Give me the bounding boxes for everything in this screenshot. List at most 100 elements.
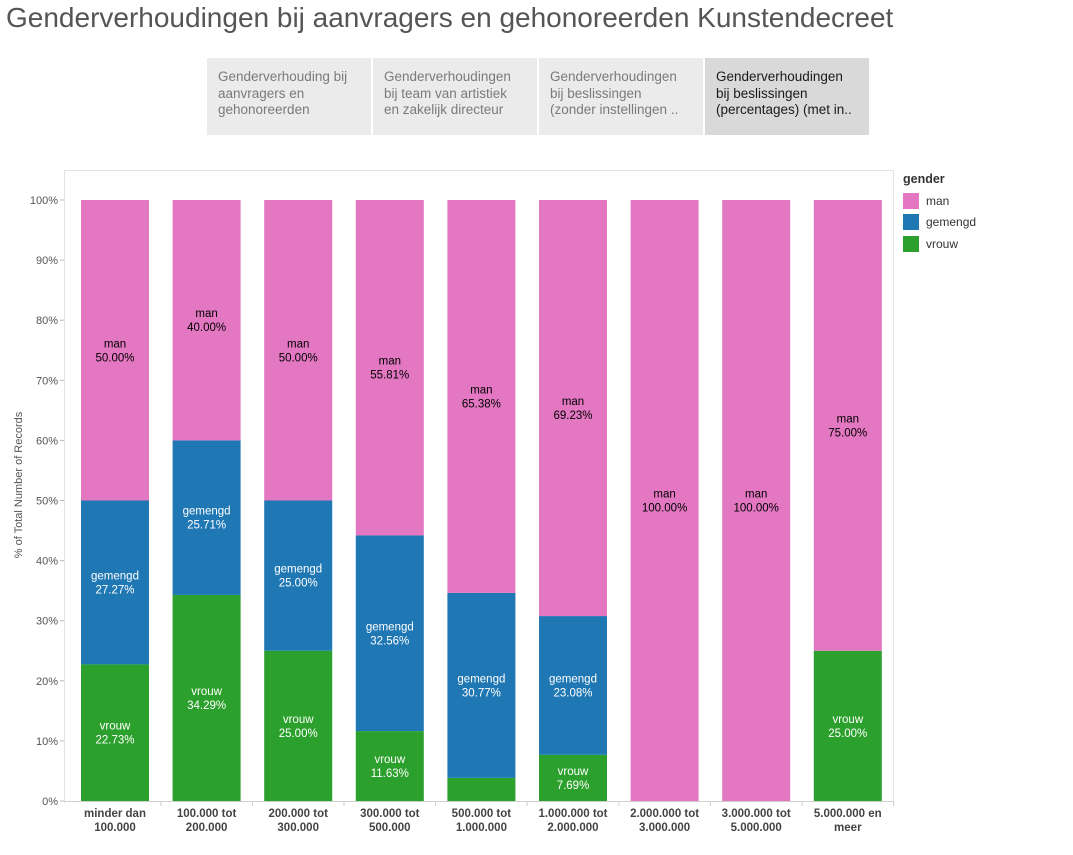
- data-label-value: 69.23%: [553, 410, 592, 422]
- data-label-series: vrouw: [558, 766, 589, 778]
- legend-title: gender: [903, 172, 945, 186]
- x-tick-label: 5.000.000 en: [814, 808, 882, 820]
- y-tick-label: 40%: [36, 556, 58, 568]
- legend-item-vrouw[interactable]: vrouw: [903, 233, 976, 255]
- y-tick-label: 10%: [36, 736, 58, 748]
- x-tick-label: 300.000: [277, 822, 319, 834]
- bar-vrouw-4: [355, 731, 424, 801]
- bar-vrouw-2: [172, 594, 241, 801]
- bar-man-9: [813, 200, 882, 651]
- legend-item-man[interactable]: man: [903, 190, 976, 212]
- data-label-series: vrouw: [191, 686, 222, 698]
- bar-gemengd-1: [81, 500, 149, 665]
- y-tick-label: 30%: [36, 616, 58, 628]
- data-label-series: gemengd: [366, 621, 414, 633]
- bar-vrouw-1: [81, 664, 149, 801]
- x-tick-label: 300.000 tot: [360, 808, 420, 820]
- y-tick-label: 20%: [36, 676, 58, 688]
- data-label-series: gemengd: [274, 564, 322, 576]
- x-tick-label: meer: [834, 822, 862, 834]
- tab-team-directeur[interactable]: Genderverhoudingen bij team van artistie…: [373, 58, 537, 135]
- data-label-value: 55.81%: [370, 370, 409, 382]
- tab-beslissingen-percentages[interactable]: Genderverhoudingen bij beslissingen (per…: [705, 58, 869, 135]
- data-label-value: 23.08%: [553, 687, 592, 699]
- bar-vrouw-5: [447, 777, 516, 801]
- data-label-series: man: [287, 338, 309, 350]
- bar-man-8: [722, 200, 791, 801]
- x-tick-label: 500.000 tot: [452, 808, 512, 820]
- bar-gemengd-6: [539, 616, 607, 755]
- y-tick-label: 90%: [36, 255, 58, 267]
- y-tick-label: 60%: [36, 435, 58, 447]
- data-label-series: vrouw: [283, 714, 314, 726]
- data-label-series: man: [379, 356, 401, 368]
- data-label-value: 65.38%: [462, 398, 501, 410]
- x-tick-label: 3.000.000 tot: [722, 808, 791, 820]
- bar-gemengd-5: [447, 592, 516, 778]
- x-tick-label: minder dan: [84, 808, 146, 820]
- data-label-series: vrouw: [832, 714, 863, 726]
- bar-man-7: [630, 200, 699, 801]
- tab-label: Genderverhoudingen bij beslissingen (zon…: [550, 69, 679, 117]
- bar-man-5: [447, 200, 516, 593]
- x-tick-label: 3.000.000: [639, 822, 690, 834]
- bar-vrouw-6: [539, 754, 607, 801]
- data-label-value: 22.73%: [95, 735, 134, 747]
- x-tick-label: 200.000 tot: [268, 808, 328, 820]
- bar-man-3: [264, 200, 333, 501]
- bar-man-4: [355, 200, 424, 536]
- y-tick-label: 80%: [36, 315, 58, 327]
- data-label-value: 11.63%: [371, 768, 409, 780]
- data-label-series: man: [837, 413, 859, 425]
- bar-gemengd-3: [264, 500, 333, 651]
- tab-label: Genderverhoudingen bij team van artistie…: [384, 69, 511, 117]
- data-label-series: man: [653, 489, 675, 501]
- x-tick-label: 2.000.000: [547, 822, 598, 834]
- legend: gender man gemengd vrouw: [903, 172, 976, 255]
- data-label-value: 7.69%: [557, 780, 590, 792]
- tab-aanvragers-gehonoreerden[interactable]: Genderverhouding bij aanvragers en gehon…: [207, 58, 371, 135]
- x-tick-label: 2.000.000 tot: [630, 808, 699, 820]
- y-axis-title: % of Total Number of Records: [13, 411, 25, 559]
- data-label-series: gemengd: [183, 506, 231, 518]
- legend-label: man: [926, 193, 950, 208]
- x-tick-label: 100.000: [94, 822, 136, 834]
- bar-gemengd-2: [172, 440, 241, 595]
- data-label-series: man: [562, 396, 584, 408]
- y-tick-label: 100%: [30, 195, 58, 207]
- data-label-value: 34.29%: [187, 700, 226, 712]
- x-tick-label: 5.000.000: [731, 822, 782, 834]
- data-label-value: 100.00%: [733, 503, 778, 515]
- x-tick-label: 500.000: [369, 822, 411, 834]
- x-tick-label: 200.000: [186, 822, 228, 834]
- data-label-value: 25.00%: [828, 728, 867, 740]
- data-label-series: man: [195, 308, 217, 320]
- legend-label: vrouw: [926, 236, 959, 251]
- tab-label: Genderverhoudingen bij beslissingen (per…: [716, 69, 852, 117]
- data-label-series: man: [470, 384, 492, 396]
- data-label-value: 32.56%: [370, 635, 409, 647]
- data-label-value: 25.71%: [187, 520, 226, 532]
- data-label-value: 25.00%: [279, 728, 318, 740]
- bar-man-6: [539, 200, 607, 617]
- data-label-series: vrouw: [100, 721, 131, 733]
- legend-label: gemengd: [926, 215, 977, 230]
- data-label-series: gemengd: [91, 570, 139, 582]
- legend-swatch-vrouw: [903, 235, 919, 252]
- legend-swatch-gemengd: [903, 214, 919, 231]
- data-label-value: 30.77%: [462, 687, 501, 699]
- data-label-series: vrouw: [374, 754, 405, 766]
- y-tick-label: 50%: [36, 496, 58, 508]
- legend-item-gemengd[interactable]: gemengd: [903, 212, 976, 234]
- x-tick-label: 1.000.000: [456, 822, 507, 834]
- tab-beslissingen-zonder-instellingen[interactable]: Genderverhoudingen bij beslissingen (zon…: [539, 58, 703, 135]
- page-title: Genderverhoudingen bij aanvragers en geh…: [6, 2, 894, 33]
- x-tick-label: 1.000.000 tot: [538, 808, 607, 820]
- data-label-value: 100.00%: [642, 503, 687, 515]
- data-label-series: gemengd: [457, 673, 505, 685]
- data-label-series: man: [745, 489, 767, 501]
- x-tick-label: 100.000 tot: [177, 808, 237, 820]
- data-label-value: 25.00%: [279, 578, 318, 590]
- y-tick-label: 0%: [42, 796, 58, 808]
